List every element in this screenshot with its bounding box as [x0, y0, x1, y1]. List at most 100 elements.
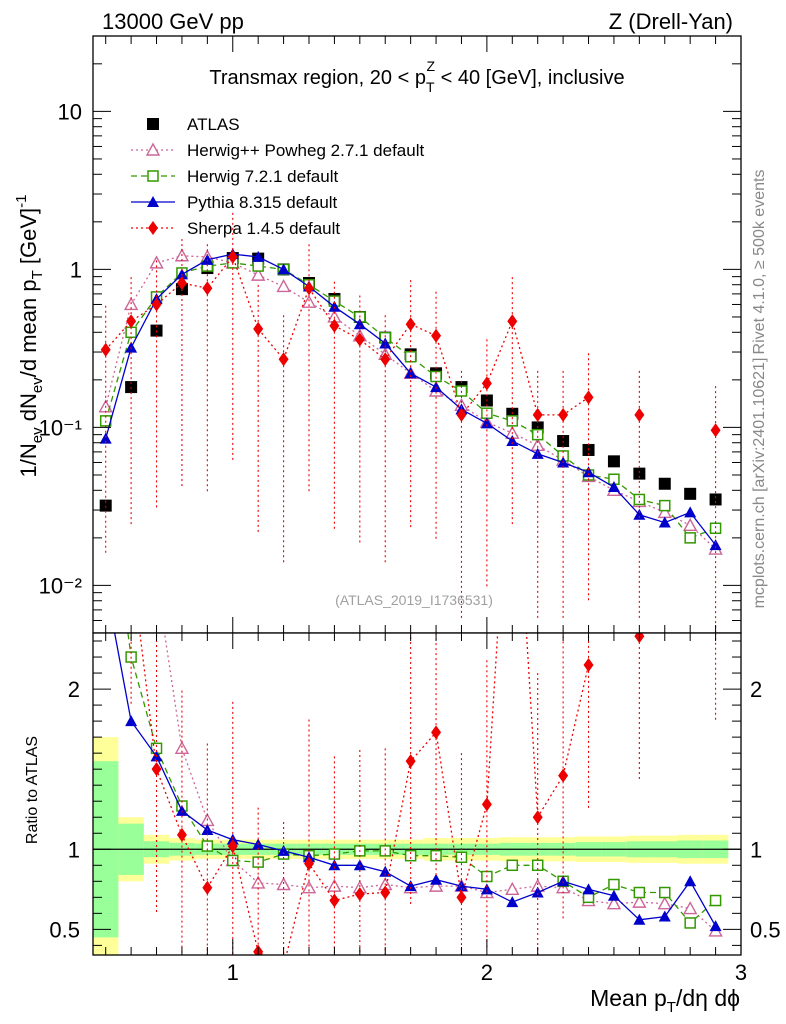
ratio-point-herwig: [659, 886, 671, 899]
ratio-point-sherpa: [532, 810, 543, 825]
ratio-point-sherpa: [405, 754, 416, 769]
main-point-herwig: [684, 532, 696, 544]
y-tick-label: 10⁻²: [39, 573, 82, 598]
main-point-herwig: [531, 428, 544, 441]
legend-marker: [145, 142, 161, 156]
ratio-y-axis-label: Ratio to ATLAS: [24, 736, 41, 844]
main-point-atlas: [607, 455, 620, 468]
header-right: Z (Drell-Yan): [609, 9, 733, 34]
main-point-sherpa: [227, 249, 238, 264]
legend-label: Pythia 8.315 default: [187, 193, 338, 212]
main-point-pythia: [125, 341, 138, 353]
main-plot-data: [98, 212, 723, 633]
ratio-point-herwig: [201, 840, 214, 852]
main-point-sherpa: [202, 281, 213, 296]
ratio-point-pythia: [531, 886, 544, 898]
ratio-point-sherpa: [481, 797, 492, 812]
main-point-pythia: [175, 268, 188, 280]
ratio-y-tick-label-left: 0.5: [49, 917, 80, 942]
ratio-point-herwig++: [682, 901, 698, 915]
ratio-y-tick-label-left: 2: [68, 677, 80, 702]
ratio-y-tick-label-right: 1: [750, 837, 762, 862]
main-point-sherpa: [431, 328, 442, 343]
main-point-pythia: [353, 318, 366, 330]
ratio-point-pythia: [633, 913, 646, 925]
main-point-atlas: [684, 487, 697, 500]
ratio-y-tick-label-right: 0.5: [750, 917, 781, 942]
main-point-sherpa: [456, 407, 467, 422]
main-point-atlas: [633, 467, 646, 480]
plot-title: Transmax region, 20 < pTZ < 40 [GeV], in…: [209, 58, 624, 95]
ratio-point-herwig++: [505, 881, 520, 896]
main-point-atlas: [709, 493, 722, 506]
main-point-sherpa: [380, 352, 391, 367]
analysis-id: (ATLAS_2019_I1736531): [335, 592, 493, 608]
ratio-point-pythia: [582, 883, 595, 895]
main-point-sherpa: [329, 318, 340, 333]
ratio-point-pythia: [506, 896, 519, 908]
y-tick-label: 1: [70, 257, 82, 282]
main-point-atlas: [125, 381, 138, 394]
main-point-herwig++: [301, 294, 317, 308]
ratio-point-pythia: [430, 873, 443, 885]
main-point-sherpa: [126, 314, 137, 329]
ratio-point-sherpa: [558, 768, 569, 783]
x-tick-label: 2: [481, 960, 493, 985]
ratio-point-sherpa: [329, 893, 340, 908]
ratio-point-sherpa: [431, 725, 442, 740]
main-point-herwig: [633, 493, 646, 506]
y-tick-label: 10: [58, 99, 82, 124]
main-axes: 10⁻² 10⁻¹ 1 10: [39, 35, 742, 634]
ratio-point-pythia: [125, 715, 138, 727]
ratio-point-pythia: [709, 920, 722, 932]
x-axis-label: Mean pT/dη dϕ: [590, 985, 740, 1016]
ratio-point-herwig: [379, 845, 391, 857]
ratio-plot-data: [93, 633, 741, 955]
ratio-point-sherpa: [354, 887, 365, 902]
ratio-point-herwig++: [327, 878, 342, 892]
main-point-sherpa: [304, 281, 314, 296]
ratio-point-herwig: [709, 894, 722, 907]
ratio-point-herwig++: [657, 896, 672, 910]
legend-label: Herwig 7.2.1 default: [187, 167, 338, 186]
ratio-point-pythia: [277, 844, 290, 856]
ratio-point-herwig++: [428, 878, 444, 892]
ratio-plot-bg: [93, 633, 741, 955]
main-point-herwig: [252, 260, 264, 272]
ratio-point-herwig++: [174, 740, 190, 755]
main-point-pythia: [709, 539, 722, 551]
legend-marker: [147, 118, 159, 130]
main-point-pythia: [506, 435, 519, 447]
main-point-sherpa: [583, 390, 594, 405]
ratio-point-herwig: [227, 854, 239, 867]
main-point-herwig: [659, 499, 671, 512]
ratio-plot: 1 2 30.5 0.51 12 2: [49, 632, 781, 985]
ratio-point-herwig: [404, 849, 417, 862]
ratio-point-herwig: [430, 849, 442, 862]
legend-label: ATLAS: [187, 115, 240, 134]
main-point-sherpa: [405, 317, 416, 332]
ratio-point-sherpa: [456, 890, 467, 905]
main-point-herwig: [506, 415, 519, 427]
main-point-herwig++: [276, 278, 291, 293]
rivet-version-label: Rivet 4.1.0, ≥ 500k events: [751, 170, 768, 355]
ratio-point-herwig: [633, 886, 646, 899]
main-point-herwig++: [682, 517, 698, 532]
main-point-sherpa: [354, 332, 365, 347]
main-point-pythia: [582, 466, 595, 478]
ratio-point-sherpa: [202, 880, 213, 895]
main-plot: 10⁻² 10⁻¹ 1 10 Transmax region, 20 < pTZ < …: [39, 35, 742, 634]
main-point-sherpa: [151, 297, 162, 312]
main-point-pythia: [328, 300, 341, 312]
main-point-pythia: [99, 432, 112, 444]
legend: ATLAS Herwig++ Powheg 2.7.1 default Herwig…: [131, 115, 424, 238]
main-point-herwig: [709, 522, 722, 535]
main-point-pythia: [658, 516, 671, 528]
y-tick-label: 10⁻¹: [39, 415, 82, 440]
legend-label: Sherpa 1.4.5 default: [187, 219, 340, 238]
ratio-point-pythia: [404, 880, 417, 892]
x-tick-label: 3: [735, 960, 747, 985]
legend-marker: [147, 170, 159, 182]
main-point-pythia: [633, 508, 646, 520]
